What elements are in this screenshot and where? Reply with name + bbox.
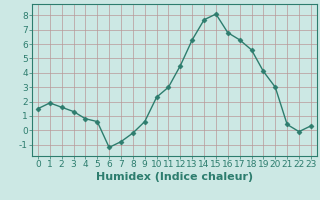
X-axis label: Humidex (Indice chaleur): Humidex (Indice chaleur) — [96, 172, 253, 182]
